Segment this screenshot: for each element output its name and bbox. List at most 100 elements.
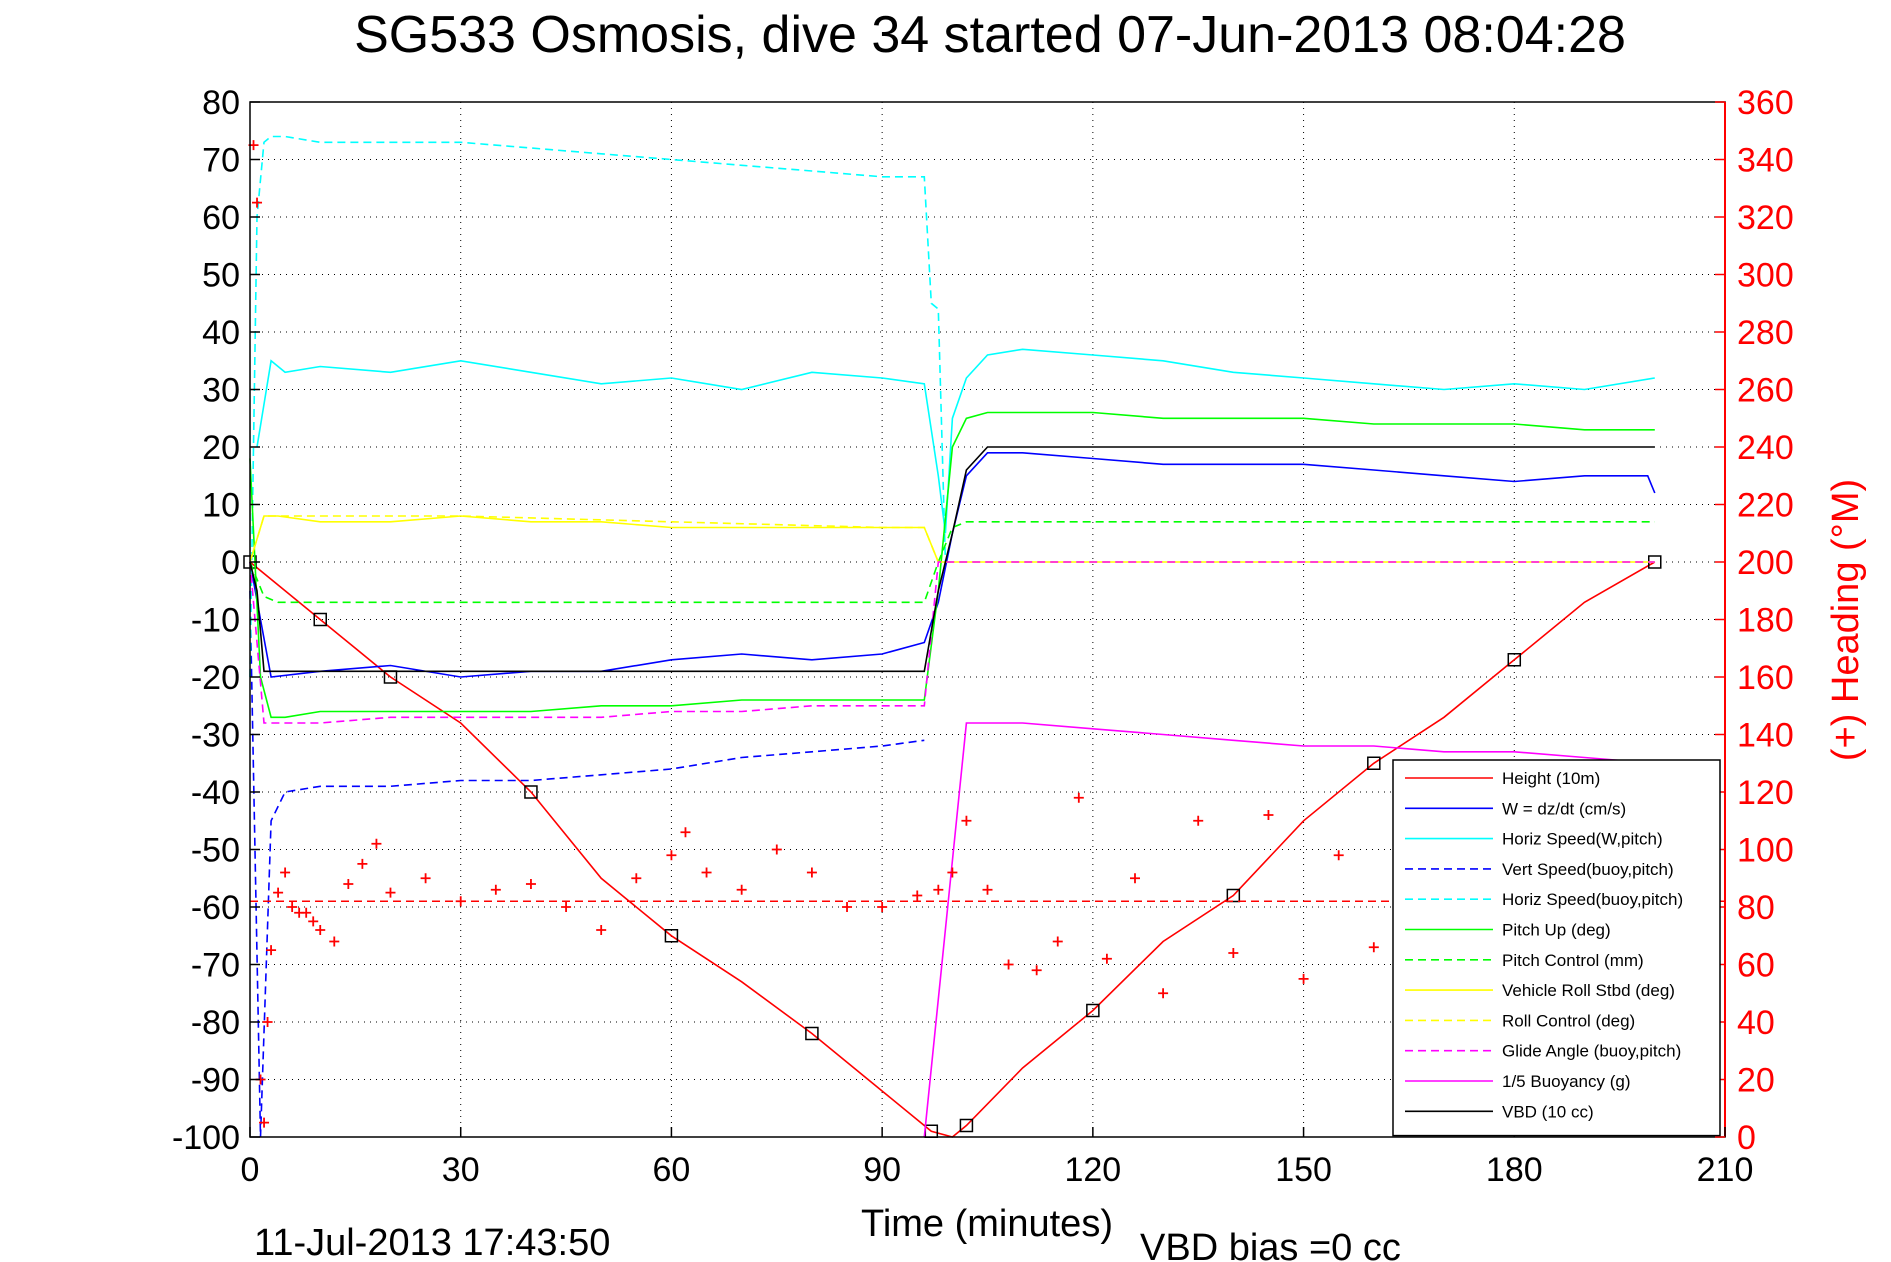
heading-point: [736, 884, 747, 895]
heading-point: [525, 879, 536, 889]
y-tick-label: -20: [191, 659, 240, 697]
y-tick-label: 0: [221, 544, 240, 582]
right-tick-label: 280: [1737, 314, 1794, 352]
heading-point: [701, 867, 712, 878]
height-marker: [1367, 756, 1381, 770]
x-axis-label: Time (minutes): [861, 1203, 1113, 1245]
legend-label: Horiz Speed(buoy,pitch): [1502, 890, 1683, 909]
heading-point: [1073, 792, 1084, 803]
legend-box: [1392, 759, 1721, 1137]
heading-point: [266, 945, 277, 956]
right-axis-label: (+) Heading (°M): [1825, 479, 1867, 761]
legend-label: VBD (10 cc): [1502, 1102, 1594, 1121]
right-axis-ticks: 3603403203002802602402202001801601401201…: [1715, 84, 1794, 1157]
right-tick-label: 200: [1737, 544, 1794, 582]
legend-label: Pitch Up (deg): [1502, 921, 1611, 940]
height-marker: [1226, 888, 1241, 903]
right-tick-label: 20: [1737, 1062, 1775, 1100]
heading-point: [1333, 850, 1344, 861]
right-tick-label: 220: [1737, 487, 1794, 525]
height-marker: [664, 929, 679, 943]
series-line-3: [249, 590, 925, 1138]
heading-point: [315, 925, 326, 935]
y-tick-label: 30: [202, 372, 240, 410]
y-tick-label: -50: [191, 832, 240, 870]
heading-point: [1298, 973, 1309, 984]
y-tick-label: 70: [202, 142, 240, 180]
x-axis-ticks: 0 30 60 90 120 150 180 210: [241, 1127, 1754, 1189]
legend-label: Height (10m): [1502, 769, 1600, 788]
heading-point: [371, 838, 382, 849]
heading-point: [912, 890, 923, 901]
heading-point: [982, 884, 993, 895]
legend-label: Roll Control (deg): [1502, 1011, 1635, 1030]
heading-point: [561, 902, 572, 912]
heading-point: [806, 867, 817, 878]
series-line-2: [256, 348, 1655, 534]
heading-point: [961, 815, 972, 826]
right-tick-label: 100: [1737, 832, 1794, 870]
y-tick-label: 60: [202, 199, 240, 237]
right-tick-label: 180: [1737, 602, 1794, 640]
right-tick-label: 40: [1737, 1004, 1775, 1042]
footer-vbd-bias: VBD bias =0 cc: [1140, 1227, 1401, 1262]
y-axis-ticks: 80 70 60 50 40 30 20 10 0 -10 -20 -30 -40 -50 -60 -70 -8…: [172, 84, 260, 1157]
heading-point: [308, 916, 319, 927]
x-tick-label: 120: [1064, 1151, 1121, 1189]
legend-label: Glide Angle (buoy,pitch): [1502, 1042, 1681, 1061]
series-line-6: [249, 520, 1655, 604]
y-tick-label: -60: [191, 889, 240, 927]
height-marker: [959, 1118, 974, 1133]
heading-point: [596, 925, 607, 935]
right-tick-label: 340: [1737, 142, 1794, 180]
heading-point: [933, 884, 944, 895]
right-tick-label: 300: [1737, 257, 1794, 295]
series-line-11: [249, 446, 1655, 673]
legend-label: W = dz/dt (cm/s): [1502, 799, 1626, 818]
right-tick-label: 60: [1737, 947, 1775, 985]
right-tick-label: 80: [1737, 889, 1775, 927]
heading-point: [631, 873, 642, 884]
y-tick-label: -80: [191, 1004, 240, 1042]
series-line-10: [923, 722, 1655, 1138]
heading-point: [420, 873, 431, 884]
heading-point: [301, 907, 312, 918]
heading-point: [877, 902, 888, 912]
y-tick-label: -10: [191, 602, 240, 640]
height-marker: [1086, 1003, 1100, 1018]
heading-point: [357, 858, 368, 869]
heading-point: [1101, 953, 1112, 964]
heading-point: [490, 884, 501, 895]
y-tick-label: -40: [191, 774, 240, 812]
heading-point: [280, 867, 291, 878]
heading-point: [385, 887, 396, 898]
heading-point: [842, 902, 853, 912]
series-line-5: [249, 411, 1655, 719]
heading-point: [1193, 815, 1204, 826]
heading-point: [1031, 965, 1042, 976]
right-tick-label: 320: [1737, 199, 1794, 237]
heading-point: [262, 1017, 273, 1027]
heading-point: [273, 887, 284, 898]
heading-point: [1228, 948, 1239, 958]
legend-label: Vehicle Roll Stbd (deg): [1502, 981, 1675, 1000]
y-tick-label: 20: [202, 429, 240, 467]
y-tick-label: 80: [202, 84, 240, 122]
height-marker: [313, 612, 327, 627]
height-marker: [1507, 653, 1522, 667]
legend-label: 1/5 Buoyancy (g): [1502, 1072, 1631, 1091]
y-tick-label: -100: [172, 1119, 240, 1157]
right-tick-label: 0: [1737, 1119, 1756, 1157]
footer-timestamp: 11-Jul-2013 17:43:50: [254, 1222, 610, 1262]
x-tick-label: 150: [1275, 1151, 1332, 1189]
heading-point: [329, 936, 340, 947]
heading-point: [771, 844, 782, 855]
heading-point: [287, 902, 298, 912]
x-tick-label: 210: [1697, 1151, 1754, 1189]
heading-point: [259, 1117, 270, 1128]
y-tick-label: 40: [202, 314, 240, 352]
heading-point: [1158, 988, 1169, 999]
heading-point: [343, 879, 354, 889]
right-tick-label: 360: [1737, 84, 1794, 122]
